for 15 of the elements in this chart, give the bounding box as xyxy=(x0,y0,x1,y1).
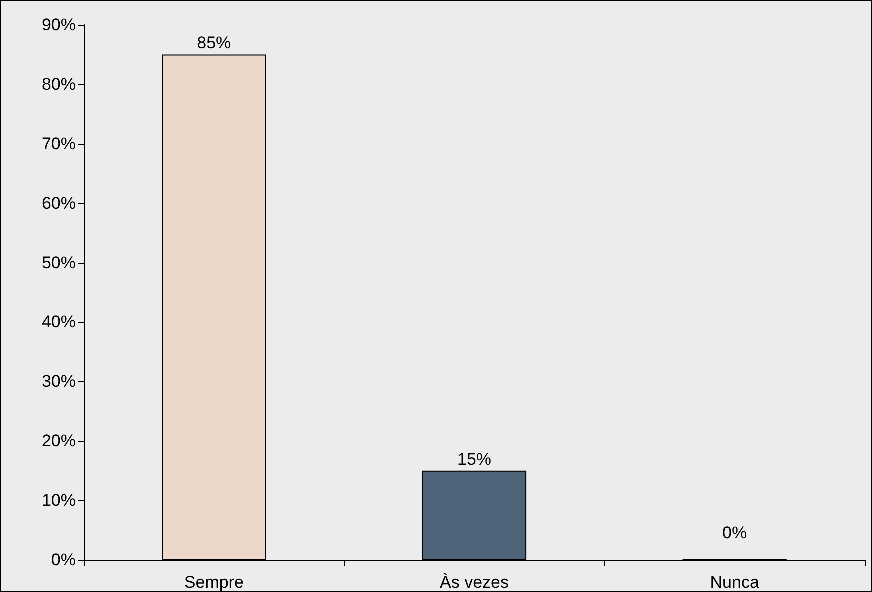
x-tick-label: Nunca xyxy=(710,573,760,592)
data-label: 85% xyxy=(197,34,232,53)
data-label: 0% xyxy=(722,524,748,542)
y-tick-label: 50% xyxy=(42,253,76,272)
y-tick-label: 20% xyxy=(42,432,76,451)
y-tick-label: 70% xyxy=(42,134,76,154)
y-tick-label: 10% xyxy=(42,491,76,510)
y-tick-label: 40% xyxy=(42,312,76,332)
y-tick-label: 80% xyxy=(42,74,76,94)
y-tick-label: 90% xyxy=(42,16,76,34)
y-tick-label: 60% xyxy=(42,194,76,213)
x-tick-label: Às vezes xyxy=(440,573,509,592)
y-tick-label: 0% xyxy=(51,550,76,570)
y-tick-label: 30% xyxy=(42,372,76,392)
data-label: 15% xyxy=(457,450,492,469)
